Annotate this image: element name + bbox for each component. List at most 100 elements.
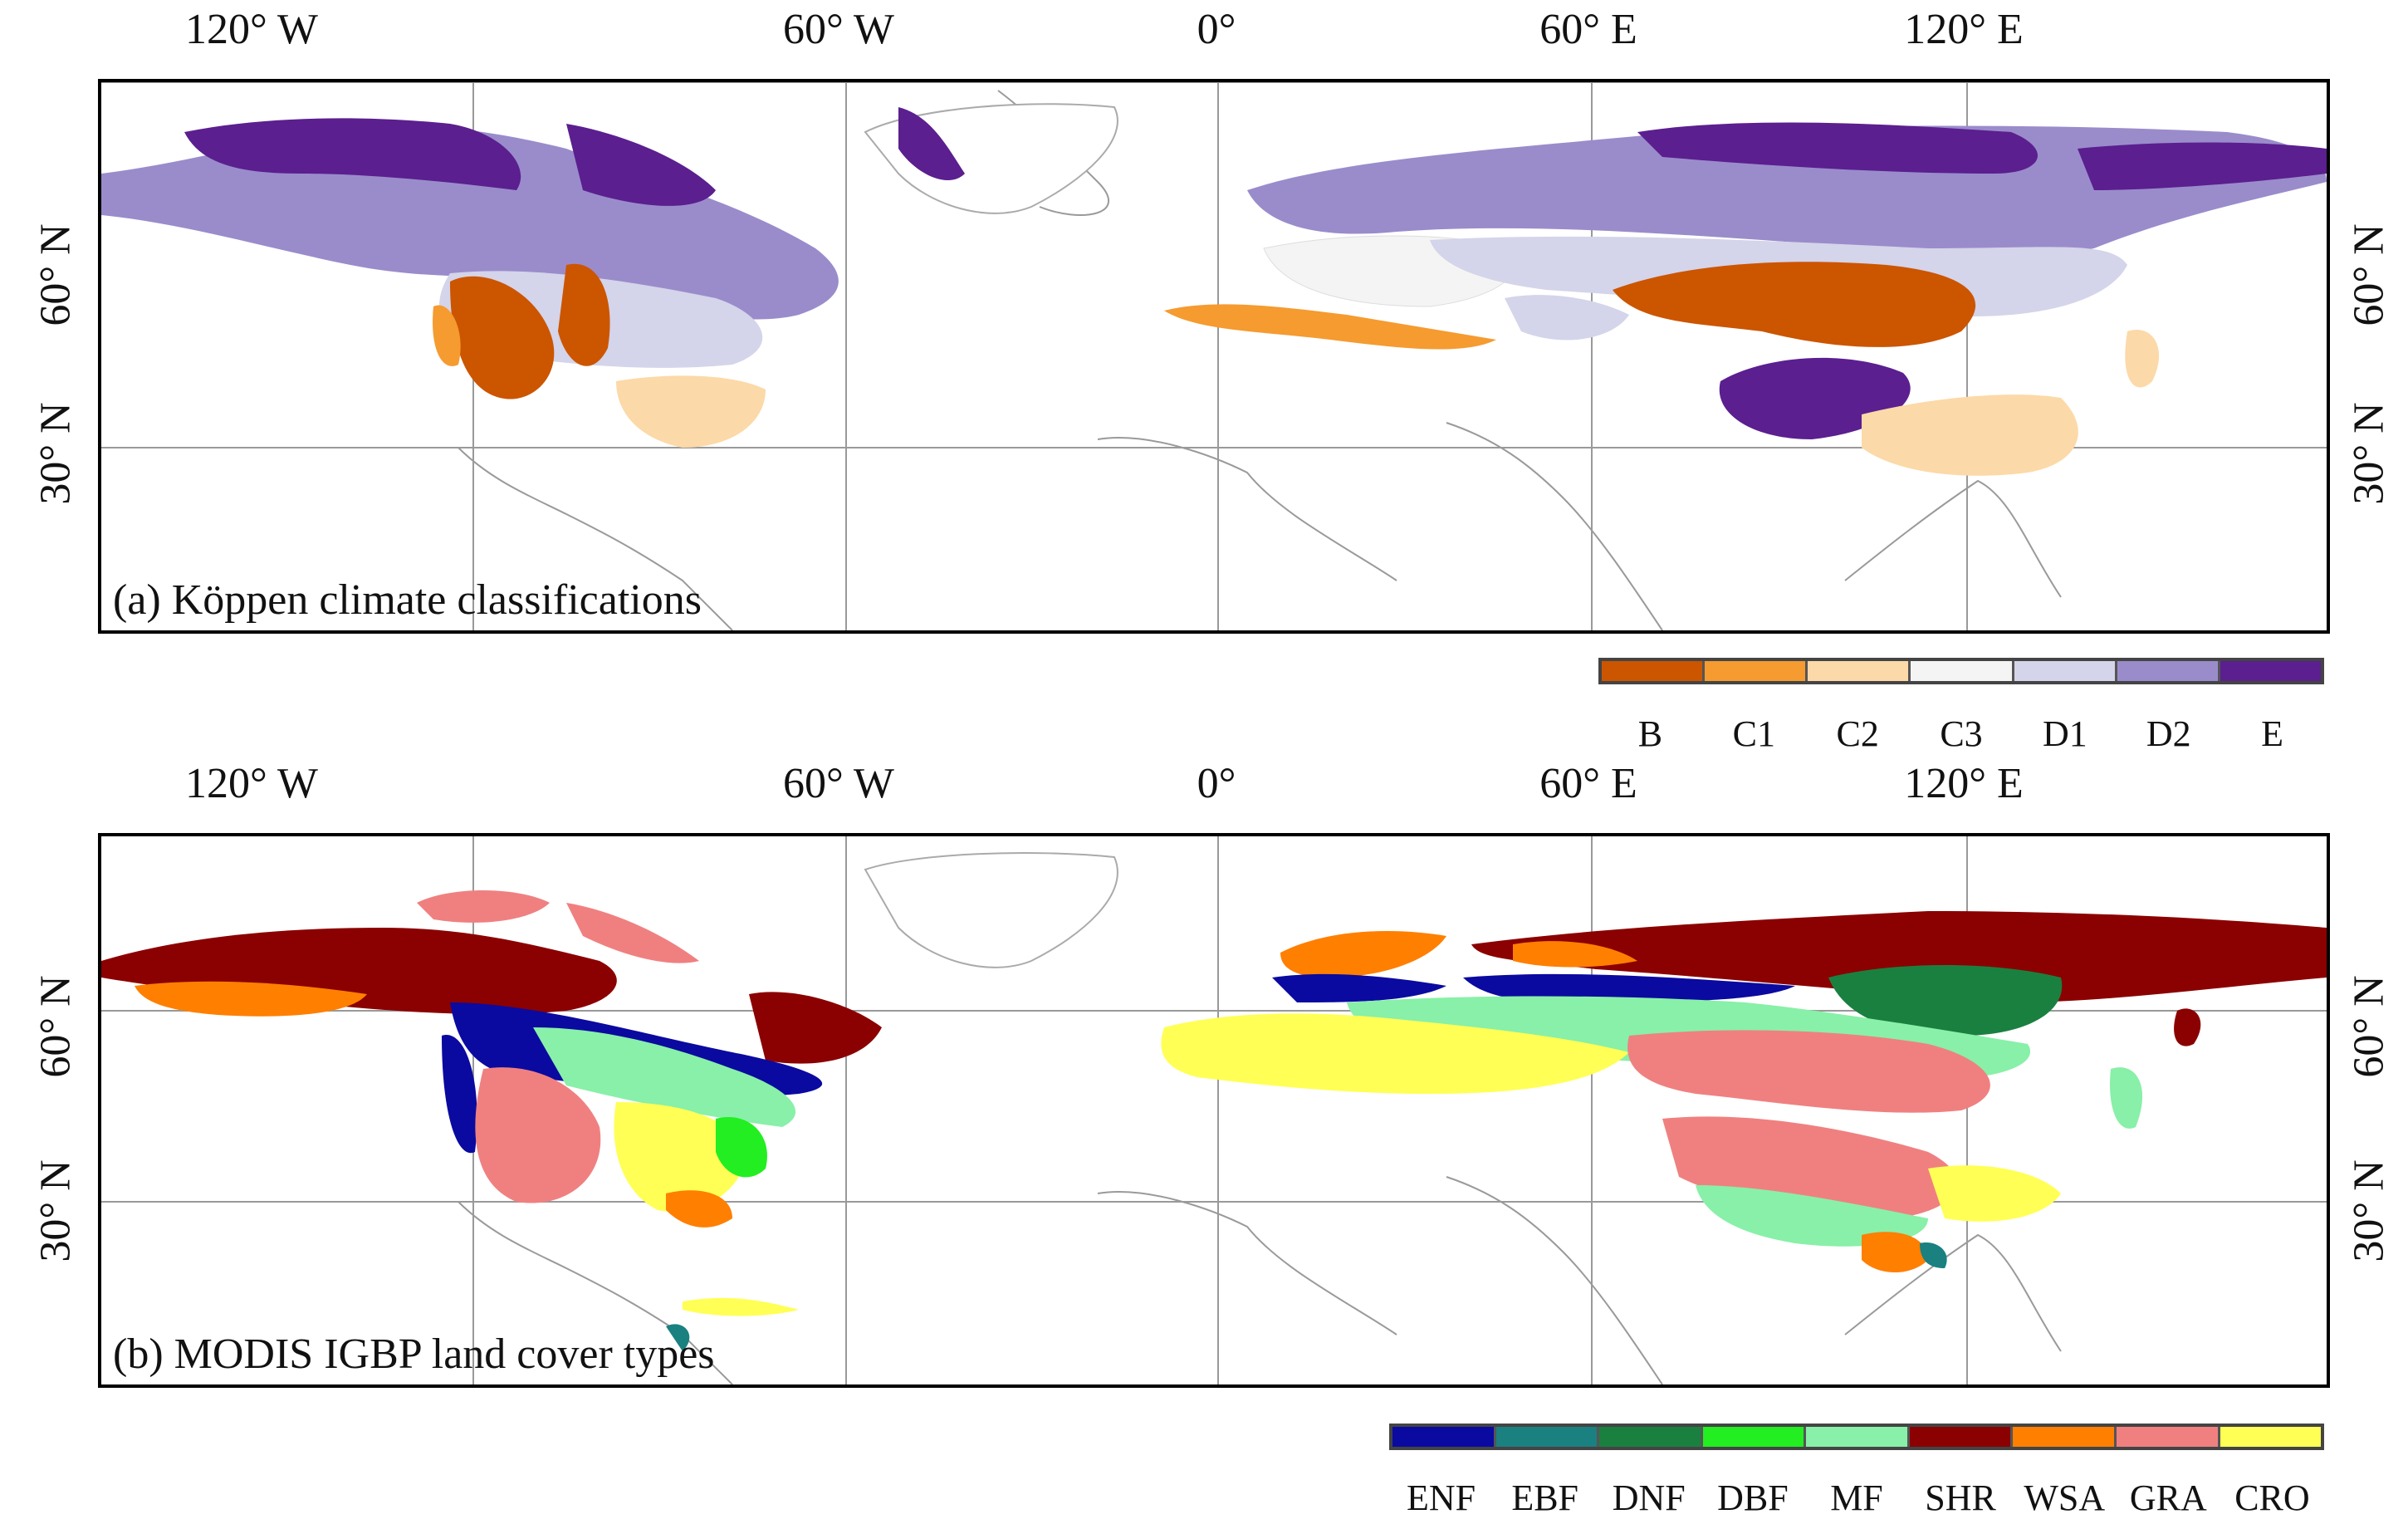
panel-b-title: (b) MODIS IGBP land cover types [113,1331,715,1378]
lat-label-60n-left: 60° N [32,223,80,326]
region-na-dbf [716,1117,767,1178]
region-china-wsa [1862,1232,1928,1272]
legend-b-label: DNF [1612,1478,1686,1518]
region-na-gra-north2 [566,903,699,963]
map-a: (a) Köppen climate classifications [98,79,2330,634]
coastlines-b [458,1176,2062,1384]
region-na-wsa2 [666,1190,732,1228]
legend-b-label: SHR [1925,1478,1996,1518]
region-na-mf [533,1027,796,1127]
legend-a-swatch [1705,661,1808,681]
lon-label-120e: 120° E [1904,6,2024,53]
lat-label-60n-right-b: 60° N [2345,975,2393,1078]
legend-a-label: D2 [2146,713,2191,754]
region-na-b [450,276,555,399]
region-na-gra-north [417,890,550,923]
legend-b-label: DBF [1717,1478,1789,1518]
region-na-gra [475,1067,601,1203]
region-greenland-e [898,107,965,181]
legend-a-label: E [2261,713,2284,754]
coastlines [458,90,2062,630]
legend-b-swatch [1495,1427,1600,1447]
region-japan-c2 [2125,330,2160,388]
legend-a-swatch [1808,661,1911,681]
legend-a-swatch [1602,661,1706,681]
region-eu-enf2 [1463,973,1795,1002]
region-na-shr2 [749,992,882,1064]
legend-a-label: C3 [1940,713,1983,754]
lon-label-60e: 60° E [1539,6,1637,53]
legend-a-swatch [1911,661,2014,681]
region-eu-cro [1161,1013,1629,1094]
map-a-canvas [101,82,2327,630]
region-na-b2 [558,263,610,366]
legend-b-swatch [1599,1427,1703,1447]
legend-b-label: WSA [2024,1478,2106,1518]
greenland-b [864,852,1118,968]
legend-b-swatch [2013,1427,2117,1447]
region-med-c1 [1164,304,1496,350]
region-scand-wsa [1280,931,1446,978]
panel-a-title: (a) Köppen climate classifications [113,576,702,624]
lon-label-60w-b: 60° W [783,760,894,807]
region-eu-dnf [1828,965,2063,1036]
lon-label-60w: 60° W [783,6,894,53]
region-na-cro [614,1102,749,1212]
region-china-mf [1696,1185,1928,1247]
region-eu-enf [1272,973,1446,1002]
region-eu-d2 [1247,125,2327,256]
region-caspian-d1 [1505,295,1629,341]
lat-label-30n-left: 30° N [32,402,80,505]
region-russia-wsa [1513,941,1637,968]
map-b: (b) MODIS IGBP land cover types [98,833,2330,1388]
region-china-ebf [1920,1242,1947,1268]
legend-a-label: B [1637,713,1663,754]
region-central-america-ebf [666,1324,690,1351]
legend-a-label: C1 [1732,713,1775,754]
region-na-c2 [616,375,766,448]
region-kamchatka-shr [2174,1008,2201,1046]
lat-label-60n-right: 60° N [2345,223,2393,326]
legend-b-label: GRA [2129,1478,2207,1518]
region-na-e2 [566,124,716,206]
legend-b-swatch [1806,1427,1910,1447]
lon-label-0-b: 0° [1197,760,1236,807]
legend-a-colorbar [1598,658,2324,684]
lon-label-120w: 120° W [185,6,318,53]
lat-label-30n-right-b: 30° N [2345,1159,2393,1262]
region-china-c2 [1862,395,2078,476]
map-b-canvas [101,836,2327,1384]
lon-label-60e-b: 60° E [1539,760,1637,807]
region-eu-shr [1471,911,2327,1002]
lon-label-120w-b: 120° W [185,760,318,807]
region-na-enf2 [442,1035,477,1154]
legend-b-swatch [1702,1427,1807,1447]
lat-label-60n-left-b: 60° N [32,975,80,1078]
legend-a-swatch [2220,661,2321,681]
legend-b-label: CRO [2234,1478,2310,1518]
lat-label-30n-right: 30° N [2345,402,2393,505]
legend-b-swatch [1909,1427,2014,1447]
legend-b-label: MF [1830,1478,1883,1518]
region-eu-e2 [2078,142,2327,190]
legend-b-swatch [2220,1427,2322,1447]
region-eu-gra [1627,1030,1990,1113]
legend-a-labels: B C1 C2 C3 D1 D2 E [1598,713,2324,755]
legend-a-label: D1 [2042,713,2087,754]
region-na-c1 [433,305,461,366]
lat-label-30n-left-b: 30° N [32,1159,80,1262]
lon-label-120e-b: 120° E [1904,760,2024,807]
region-na-e [184,118,521,190]
legend-b-labels: ENF EBF DNF DBF MF SHR WSA GRA CRO [1389,1477,2324,1519]
region-eu-e [1637,122,2038,174]
region-china-cro [1928,1165,2061,1222]
legend-a-swatch [2014,661,2117,681]
legend-a-swatch [2117,661,2220,681]
legend-b-swatch [1392,1427,1496,1447]
legend-b-label: ENF [1406,1478,1476,1518]
region-japan-mf [2110,1067,2143,1129]
region-eu-b [1613,262,1976,347]
legend-a-label: C2 [1836,713,1879,754]
legend-b-label: EBF [1511,1478,1579,1518]
region-na-wsa [135,981,367,1017]
